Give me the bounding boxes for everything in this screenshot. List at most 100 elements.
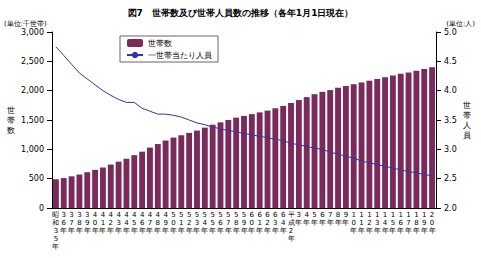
svg-text:0: 0 — [351, 219, 355, 227]
svg-text:2.0: 2.0 — [444, 204, 457, 213]
svg-text:4: 4 — [116, 211, 121, 219]
svg-text:3: 3 — [273, 219, 277, 227]
svg-text:5: 5 — [179, 211, 183, 219]
svg-text:年: 年 — [295, 219, 302, 227]
svg-text:500: 500 — [29, 174, 44, 183]
svg-text:5: 5 — [54, 235, 58, 243]
svg-text:昭: 昭 — [52, 211, 59, 219]
svg-text:年: 年 — [319, 219, 326, 227]
svg-text:8: 8 — [234, 219, 238, 227]
svg-text:年: 年 — [52, 243, 59, 251]
svg-text:年: 年 — [84, 227, 91, 235]
svg-text:年: 年 — [123, 227, 130, 235]
svg-text:年: 年 — [233, 227, 240, 235]
svg-text:帯: 帯 — [7, 116, 15, 125]
svg-text:1: 1 — [399, 211, 403, 219]
svg-text:8: 8 — [77, 219, 81, 227]
svg-text:年: 年 — [162, 227, 169, 235]
svg-text:4: 4 — [203, 219, 208, 227]
svg-text:5: 5 — [312, 211, 316, 219]
svg-text:年: 年 — [201, 227, 208, 235]
svg-text:1: 1 — [391, 211, 395, 219]
svg-text:9: 9 — [242, 219, 246, 227]
svg-text:4.0: 4.0 — [444, 86, 457, 95]
svg-text:0: 0 — [93, 219, 97, 227]
svg-text:5: 5 — [132, 219, 136, 227]
svg-text:員: 員 — [463, 131, 471, 140]
svg-text:9: 9 — [344, 211, 348, 219]
svg-text:1,500: 1,500 — [21, 116, 44, 125]
svg-text:年: 年 — [60, 227, 67, 235]
svg-text:人: 人 — [463, 121, 471, 130]
svg-text:6: 6 — [265, 211, 270, 219]
svg-text:1,000: 1,000 — [21, 145, 44, 154]
svg-text:年: 年 — [131, 227, 138, 235]
svg-text:5: 5 — [203, 211, 207, 219]
svg-text:年: 年 — [92, 227, 99, 235]
svg-text:4: 4 — [101, 211, 106, 219]
svg-text:3,000: 3,000 — [21, 28, 44, 37]
svg-text:年: 年 — [429, 227, 436, 235]
svg-text:4: 4 — [132, 211, 137, 219]
svg-text:2,000: 2,000 — [21, 86, 44, 95]
svg-text:年: 年 — [311, 219, 318, 227]
svg-text:4: 4 — [383, 219, 388, 227]
svg-text:2: 2 — [367, 219, 371, 227]
svg-text:成: 成 — [288, 219, 295, 227]
svg-text:世: 世 — [463, 101, 471, 110]
svg-text:3: 3 — [69, 211, 73, 219]
svg-text:4: 4 — [93, 211, 98, 219]
svg-text:1: 1 — [359, 219, 363, 227]
svg-text:2: 2 — [109, 219, 113, 227]
svg-text:7: 7 — [148, 219, 152, 227]
svg-text:4: 4 — [304, 211, 309, 219]
svg-text:(単位:千世帯): (単位:千世帯) — [4, 20, 47, 28]
svg-text:6: 6 — [273, 211, 278, 219]
svg-text:年: 年 — [335, 219, 342, 227]
svg-text:1: 1 — [351, 211, 355, 219]
svg-text:年: 年 — [288, 235, 295, 243]
svg-text:1: 1 — [101, 219, 105, 227]
svg-text:5: 5 — [391, 219, 395, 227]
svg-text:年: 年 — [178, 227, 185, 235]
svg-text:6: 6 — [218, 219, 223, 227]
svg-text:0: 0 — [39, 204, 44, 213]
svg-text:8: 8 — [156, 219, 160, 227]
svg-text:5: 5 — [195, 211, 199, 219]
svg-text:年: 年 — [350, 227, 357, 235]
svg-text:4: 4 — [163, 211, 168, 219]
svg-text:1: 1 — [359, 211, 363, 219]
svg-text:4: 4 — [124, 211, 129, 219]
svg-text:2: 2 — [265, 219, 269, 227]
svg-text:図7 世帯数及び世帯人員数の推移（各年1月1日現在）: 図7 世帯数及び世帯人員数の推移（各年1月1日現在） — [128, 8, 354, 18]
svg-text:年: 年 — [154, 227, 161, 235]
svg-text:6: 6 — [320, 211, 325, 219]
svg-text:5: 5 — [210, 211, 214, 219]
svg-text:0: 0 — [171, 219, 175, 227]
svg-text:5: 5 — [187, 211, 191, 219]
svg-text:8: 8 — [414, 219, 418, 227]
svg-text:4: 4 — [148, 211, 153, 219]
svg-text:2.5: 2.5 — [444, 174, 457, 183]
svg-text:年: 年 — [217, 227, 224, 235]
svg-text:3: 3 — [116, 219, 120, 227]
svg-text:4.5: 4.5 — [444, 57, 457, 66]
svg-text:年: 年 — [280, 227, 287, 235]
svg-text:数: 数 — [7, 126, 15, 135]
svg-text:1: 1 — [422, 211, 426, 219]
svg-text:年: 年 — [139, 227, 146, 235]
svg-text:4: 4 — [124, 219, 129, 227]
svg-text:6: 6 — [257, 211, 262, 219]
svg-text:一世帯当たり人員: 一世帯当たり人員 — [148, 51, 212, 60]
svg-text:9: 9 — [85, 219, 89, 227]
svg-text:8: 8 — [336, 211, 340, 219]
svg-text:4: 4 — [140, 211, 145, 219]
svg-text:年: 年 — [389, 227, 396, 235]
svg-text:年: 年 — [358, 227, 365, 235]
svg-text:年: 年 — [405, 227, 412, 235]
svg-text:(単位:人): (単位:人) — [446, 20, 475, 28]
svg-text:3: 3 — [375, 219, 379, 227]
svg-text:1: 1 — [383, 211, 387, 219]
svg-text:0: 0 — [250, 219, 254, 227]
svg-text:年: 年 — [225, 227, 232, 235]
